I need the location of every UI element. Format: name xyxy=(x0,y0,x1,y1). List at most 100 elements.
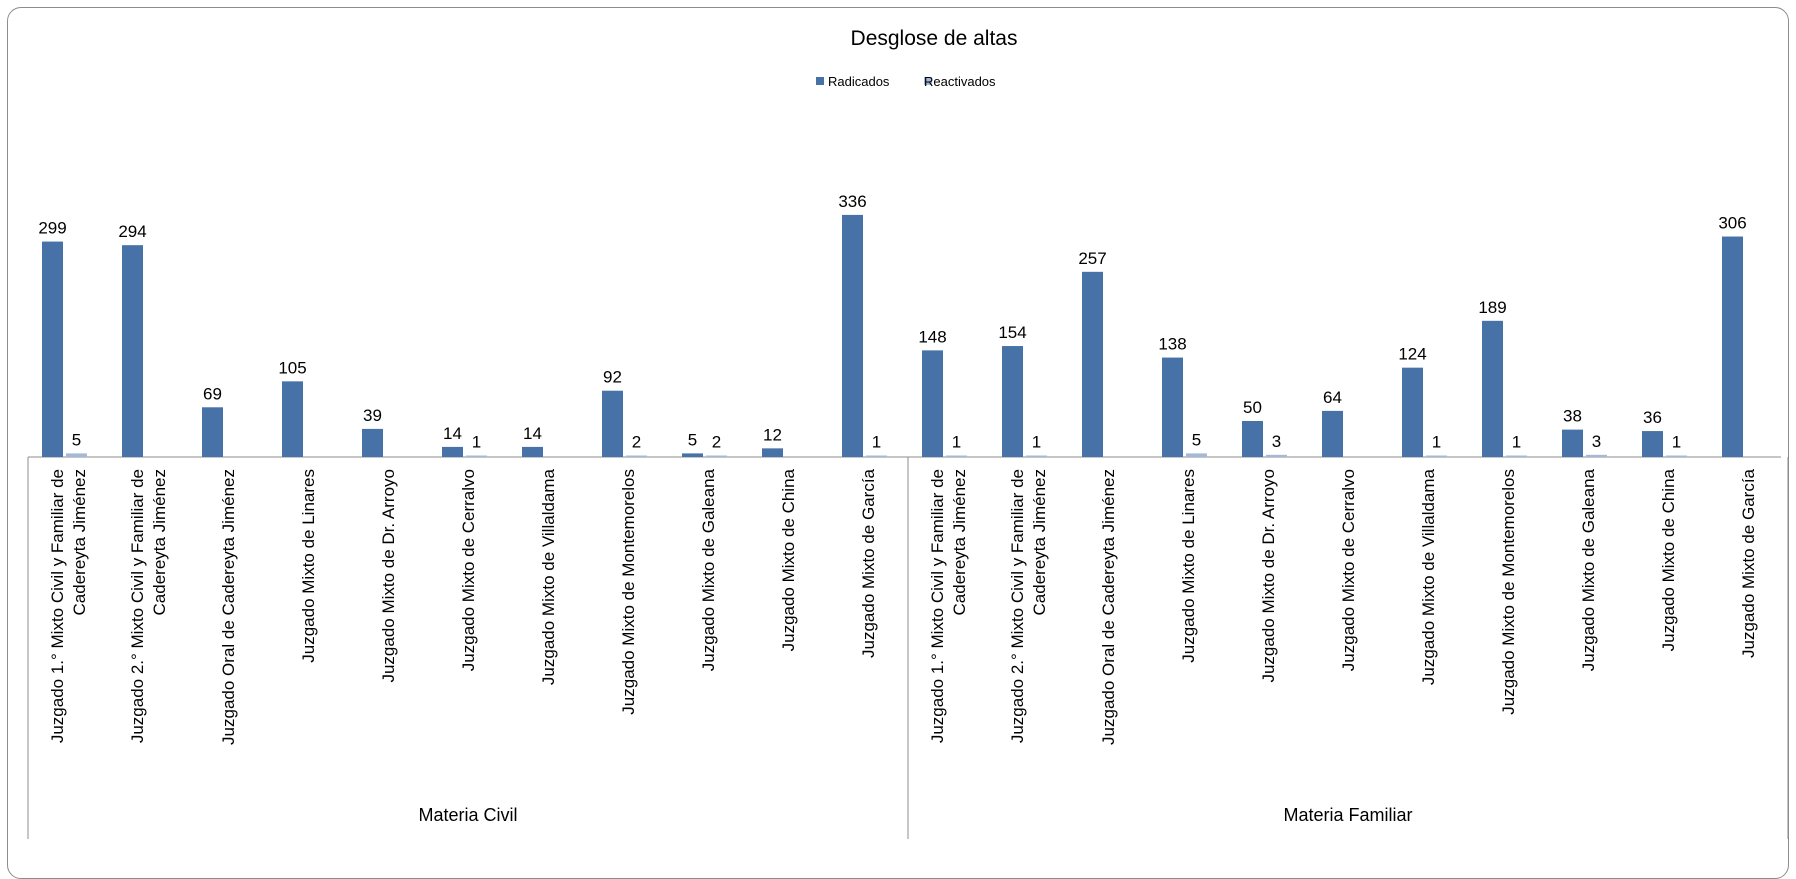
data-label: 336 xyxy=(838,192,866,211)
category-label: Juzgado Mixto de García xyxy=(1739,468,1758,658)
category-label: Juzgado 2.° Mixto Civil y Familiar de xyxy=(128,469,147,743)
category-label: Juzgado Mixto de Villaldama xyxy=(1419,468,1438,685)
bar-radicados xyxy=(122,245,143,457)
category-label: Juzgado Mixto de Linares xyxy=(1179,469,1198,663)
bar-radicados xyxy=(1002,346,1023,457)
bar-radicados xyxy=(1482,320,1503,457)
data-label: 299 xyxy=(38,219,66,238)
category-label: Cadereyta Jiménez xyxy=(1030,469,1049,615)
bar-radicados xyxy=(442,446,463,457)
bar-radicados xyxy=(42,241,63,457)
bar-radicados xyxy=(1722,236,1743,457)
bar-radicados xyxy=(762,448,783,457)
data-label: 1 xyxy=(1432,433,1441,452)
data-label: 1 xyxy=(1512,433,1521,452)
data-label: 105 xyxy=(278,358,306,377)
category-label: Juzgado Mixto de Linares xyxy=(299,469,318,663)
category-label: Cadereyta Jiménez xyxy=(150,469,169,615)
data-label: 1 xyxy=(472,433,481,452)
bar-radicados xyxy=(1642,431,1663,457)
data-label: 92 xyxy=(603,368,622,387)
bar-radicados xyxy=(1562,429,1583,457)
category-label: Juzgado Mixto de García xyxy=(859,468,878,658)
bar-radicados xyxy=(1322,410,1343,457)
bar-radicados xyxy=(682,453,703,457)
data-label: 138 xyxy=(1158,335,1186,354)
bar-reactivados xyxy=(66,453,87,457)
category-label: Juzgado Mixto de Montemorelos xyxy=(1499,469,1518,715)
category-label: Juzgado Mixto de Dr. Arroyo xyxy=(379,469,398,683)
data-label: 154 xyxy=(998,323,1026,342)
data-label: 257 xyxy=(1078,249,1106,268)
bar-radicados xyxy=(522,446,543,457)
data-label: 1 xyxy=(872,433,881,452)
category-label: Juzgado Mixto de Cerralvo xyxy=(1339,469,1358,671)
bar-chart: Desglose de altas Radicados Reactivados M… xyxy=(27,27,1789,839)
data-label: 2 xyxy=(712,433,721,452)
data-label: 39 xyxy=(363,406,382,425)
category-label: Juzgado 1.° Mixto Civil y Familiar de xyxy=(928,469,947,743)
legend-swatch-radicados xyxy=(816,77,824,85)
data-label: 64 xyxy=(1323,388,1342,407)
data-label: 38 xyxy=(1563,407,1582,426)
category-label: Juzgado Mixto de Cerralvo xyxy=(459,469,478,671)
data-label: 14 xyxy=(523,424,542,443)
data-label: 306 xyxy=(1718,214,1746,233)
category-label: Juzgado Mixto de China xyxy=(1659,468,1678,651)
data-label: 5 xyxy=(688,430,697,449)
data-label: 148 xyxy=(918,327,946,346)
data-label: 3 xyxy=(1592,432,1601,451)
category-label: Juzgado Mixto de China xyxy=(779,468,798,651)
bar-radicados xyxy=(1242,420,1263,457)
chart-title: Desglose de altas xyxy=(851,27,1018,50)
bar-radicados xyxy=(362,428,383,457)
legend-label-reactivados: Reactivados xyxy=(924,74,996,89)
data-label: 189 xyxy=(1478,298,1506,317)
category-label: Juzgado 1.° Mixto Civil y Familiar de xyxy=(48,469,67,743)
bar-reactivados xyxy=(866,455,887,457)
legend-label-radicados: Radicados xyxy=(828,74,890,89)
category-label: Juzgado 2.° Mixto Civil y Familiar de xyxy=(1008,469,1027,743)
bar-radicados xyxy=(282,381,303,457)
group-label: Materia Civil xyxy=(418,805,517,825)
bar-radicados xyxy=(842,214,863,457)
data-label: 5 xyxy=(72,430,81,449)
bar-radicados xyxy=(1082,271,1103,457)
bar-reactivados xyxy=(1586,454,1607,457)
data-label: 69 xyxy=(203,384,222,403)
category-label: Juzgado Mixto de Galeana xyxy=(1579,468,1598,671)
group-label: Materia Familiar xyxy=(1283,805,1412,825)
bar-reactivados xyxy=(626,455,647,457)
bar-radicados xyxy=(602,390,623,457)
data-label: 294 xyxy=(118,222,146,241)
bar-reactivados xyxy=(706,455,727,457)
bar-radicados xyxy=(1162,357,1183,457)
data-label: 12 xyxy=(763,425,782,444)
legend-swatch-reactivados xyxy=(924,77,932,85)
category-label: Juzgado Mixto de Villaldama xyxy=(539,468,558,685)
bar-reactivados xyxy=(1506,455,1527,457)
data-label: 124 xyxy=(1398,345,1426,364)
data-label: 14 xyxy=(443,424,462,443)
plot-area: Materia Civil Materia Familiar 299 5 Juzgado… xyxy=(27,192,1789,839)
data-label: 36 xyxy=(1643,408,1662,427)
bar-reactivados xyxy=(946,455,967,457)
legend: Radicados Reactivados xyxy=(816,74,996,89)
bar-reactivados xyxy=(1026,455,1047,457)
category-label: Juzgado Oral de Cadereyta Jiménez xyxy=(1099,469,1118,745)
bar-radicados xyxy=(202,407,223,457)
bar-radicados xyxy=(922,350,943,457)
category-label: Juzgado Mixto de Montemorelos xyxy=(619,469,638,715)
category-label: Juzgado Oral de Cadereyta Jiménez xyxy=(219,469,238,745)
data-label: 1 xyxy=(1032,433,1041,452)
bar-reactivados xyxy=(466,455,487,457)
data-label: 50 xyxy=(1243,398,1262,417)
category-label: Juzgado Mixto de Dr. Arroyo xyxy=(1259,469,1278,683)
category-label: Cadereyta Jiménez xyxy=(950,469,969,615)
data-label: 3 xyxy=(1272,432,1281,451)
data-label: 2 xyxy=(632,433,641,452)
data-label: 5 xyxy=(1192,430,1201,449)
data-label: 1 xyxy=(952,433,961,452)
bar-reactivados xyxy=(1266,454,1287,457)
data-label: 1 xyxy=(1672,433,1681,452)
